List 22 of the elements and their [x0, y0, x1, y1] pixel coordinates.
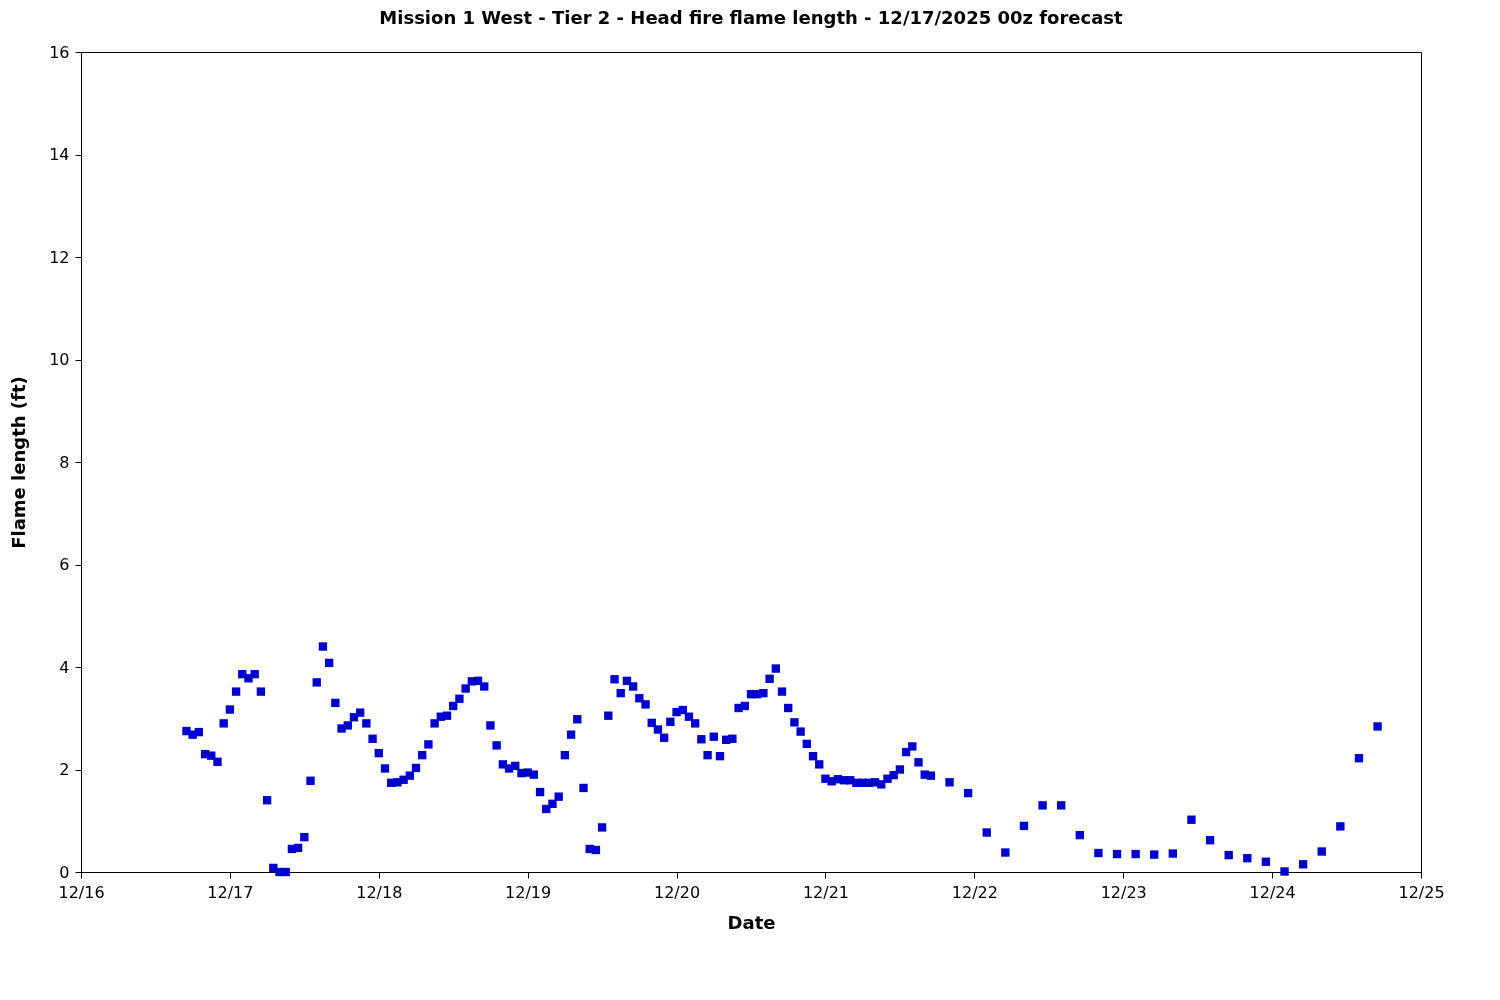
y-axis-title: Flame length (ft) [8, 376, 30, 549]
x-tick-label: 12/16 [58, 882, 105, 902]
y-tick-label: 12 [49, 247, 70, 267]
x-tick-label: 12/20 [654, 882, 701, 902]
x-tick-label: 12/18 [356, 882, 403, 902]
y-tick-label: 8 [59, 452, 70, 472]
y-tick-label: 10 [49, 350, 70, 369]
y-tick-label: 14 [49, 145, 70, 164]
x-tick-label: 12/19 [505, 882, 552, 902]
x-axis-title: Date [727, 911, 776, 933]
y-tick-label: 4 [59, 657, 70, 677]
x-tick-label: 12/24 [1249, 882, 1296, 902]
x-tick-label: 12/22 [951, 882, 998, 902]
y-tick-label: 16 [49, 42, 70, 62]
x-tick-label: 12/25 [1398, 882, 1445, 902]
y-tick-label: 2 [59, 760, 70, 779]
x-tick-label: 12/21 [802, 882, 849, 902]
x-tick-label: 12/17 [207, 882, 254, 902]
x-tick-label: 12/23 [1100, 882, 1147, 902]
y-tick-label: 6 [59, 555, 70, 574]
y-tick-label: 0 [59, 862, 70, 882]
chart-title: Mission 1 West - Tier 2 - Head fire flame length - 12/17/2025 00z forecast [379, 7, 1124, 28]
